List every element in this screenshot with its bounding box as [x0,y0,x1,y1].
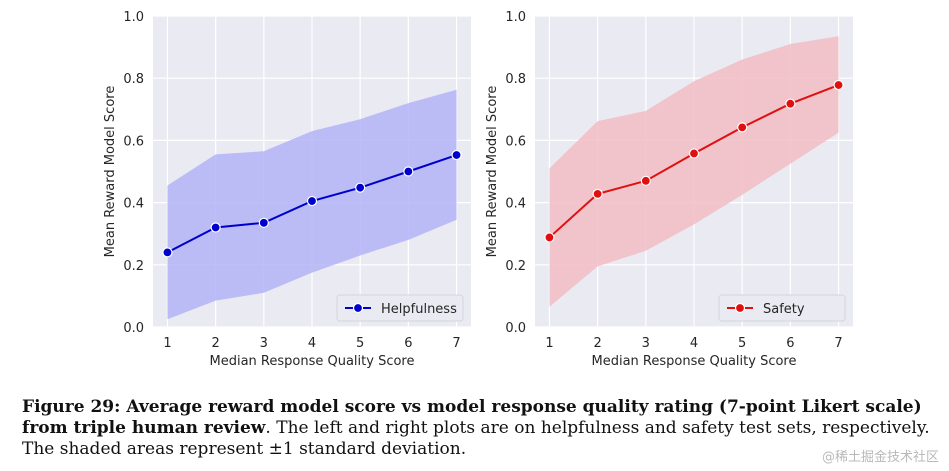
x-tick-label: 5 [356,336,364,351]
x-tick-label: 6 [786,336,794,351]
data-point [640,175,651,186]
legend-label: Helpfulness [381,302,457,317]
chart-panel-2: 0.0 0.2 0.4 0.6 0.8 1.0 1 2 3 4 5 6 7 Median Response… [485,10,853,369]
caption-title: Figure 29: Average reward model score vs… [22,397,922,438]
x-tick-label: 6 [404,336,412,351]
y-tick-label: 0.6 [505,134,526,149]
y-tick-label: 0.8 [123,72,144,87]
data-point [592,188,603,199]
data-point [785,98,796,109]
std-band-safety [549,36,839,307]
x-tick-label: 1 [163,336,171,351]
data-point [162,247,173,258]
data-point [544,232,555,243]
y-tick-label: 0.2 [123,259,144,274]
x-tick-label: 3 [642,336,650,351]
chart-panel-1: 0.0 0.2 0.4 0.6 0.8 1.0 1 2 3 4 5 6 7 Median Response… [103,10,471,369]
y-tick-label: 0.4 [505,197,526,212]
data-point [355,182,366,193]
y-axis-label: Mean Reward Model Score [485,86,500,258]
y-tick-label: 0.8 [505,72,526,87]
figure-caption: Figure 29: Average reward model score vs… [22,397,937,460]
x-tick-label: 5 [738,336,746,351]
legend-box [336,294,464,322]
data-point [403,166,414,177]
y-tick-label: 0.0 [123,321,144,336]
legend-label: Safety [763,302,805,317]
x-axis-label: Median Response Quality Score [210,354,415,369]
y-tick-label: 0.6 [123,134,144,149]
data-point [737,122,748,133]
data-point [833,79,844,91]
data-point [258,217,269,228]
legend-marker [734,302,746,314]
legend-box [718,294,846,322]
figure-plots: 0.0 0.2 0.4 0.6 0.8 1.0 1 2 3 4 5 6 7 Median Response… [103,10,853,369]
x-tick-label: 7 [452,336,460,351]
x-tick-label: 2 [211,336,219,351]
data-point [688,148,700,159]
y-tick-label: 1.0 [123,10,144,25]
x-tick-label: 2 [593,336,601,351]
legend-marker [352,302,364,314]
caption-text: . The left and right plots are on helpfu… [22,418,930,459]
y-tick-label: 0.0 [505,321,526,336]
y-axis-label: Mean Reward Model Score [103,86,118,258]
y-tick-label: 1.0 [505,10,526,25]
x-tick-label: 7 [834,336,842,351]
x-tick-label: 1 [545,336,553,351]
data-point [451,149,462,161]
data-point [306,195,318,207]
x-tick-label: 4 [308,336,316,351]
y-tick-label: 0.4 [123,197,144,212]
x-tick-label: 4 [690,336,698,351]
x-tick-label: 3 [260,336,268,351]
x-axis-label: Median Response Quality Score [592,354,797,369]
watermark: @稀土掘金技术社区 [821,450,939,465]
y-tick-label: 0.2 [505,259,526,274]
data-point [210,222,221,233]
